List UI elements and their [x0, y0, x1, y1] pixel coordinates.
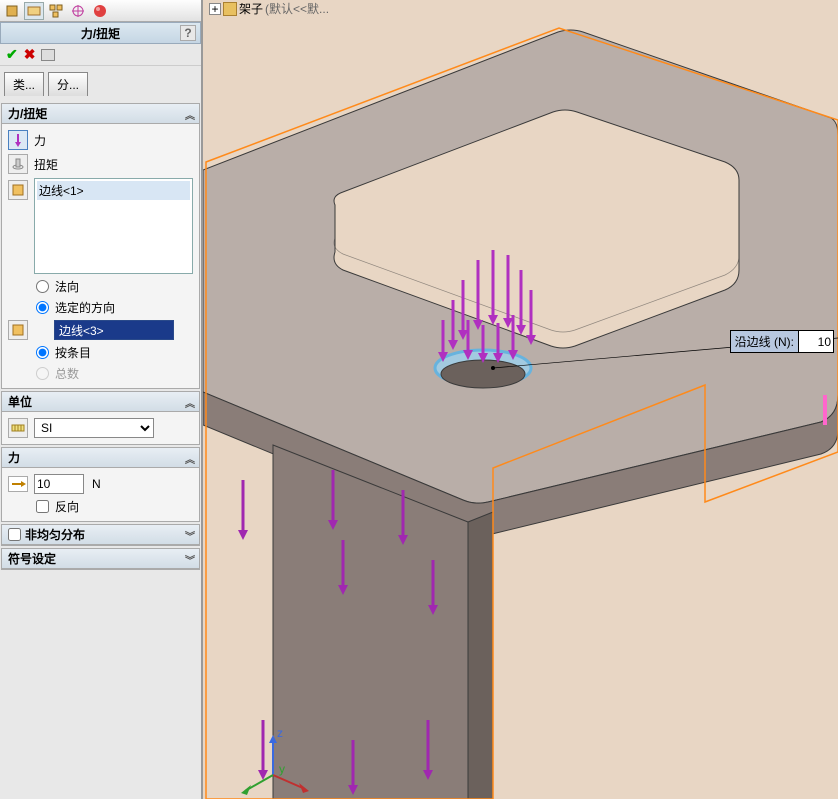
radio-selected-direction[interactable]: 选定的方向: [8, 297, 193, 318]
property-panel: 力/扭矩 ? ✔ ✖ 类... 分... 力/扭矩 ︽ 力: [0, 0, 203, 799]
radio-total[interactable]: 总数: [8, 363, 193, 384]
svg-text:z: z: [277, 726, 283, 740]
cancel-button[interactable]: ✖: [24, 46, 36, 63]
model-scene: zy: [203, 0, 838, 799]
radio-normal[interactable]: 法向: [8, 276, 193, 297]
nonuniform-enable-checkbox[interactable]: [8, 528, 21, 541]
unit-select[interactable]: SI: [34, 418, 154, 438]
section-nonuniform-header[interactable]: 非均匀分布 ︾: [2, 525, 199, 545]
force-callout[interactable]: 沿边线 (N):: [730, 330, 834, 353]
force-type-icon[interactable]: [8, 130, 28, 150]
collapse-icon: ︽: [185, 107, 195, 122]
torque-type-icon[interactable]: [8, 154, 28, 174]
graphics-viewport[interactable]: + 架子 (默认<<默... zy 沿边线 (N):: [203, 0, 838, 799]
force-value-input[interactable]: [34, 474, 84, 494]
expand-icon: ︾: [185, 552, 195, 567]
unit-icon: [8, 418, 28, 438]
panel-title: 力/扭矩: [81, 25, 120, 42]
collapse-icon: ︽: [185, 395, 195, 410]
section-symbol-header[interactable]: 符号设定 ︾: [2, 549, 199, 569]
direction-ref-field[interactable]: 边线<3>: [54, 320, 174, 340]
section-force-torque-header[interactable]: 力/扭矩 ︽: [2, 104, 199, 124]
force-unit-label: N: [92, 477, 101, 491]
force-magnitude-icon: [8, 476, 28, 492]
pushpin-icon[interactable]: [41, 49, 55, 61]
force-label: 力: [34, 132, 46, 149]
section-unit-header[interactable]: 单位 ︽: [2, 392, 199, 412]
section-force-header[interactable]: 力 ︽: [2, 448, 199, 468]
section-symbol: 符号设定 ︾: [1, 548, 200, 570]
command-row: ✔ ✖: [0, 44, 201, 66]
section-force-torque: 力/扭矩 ︽ 力 扭矩: [1, 103, 200, 389]
expand-icon: ︾: [185, 528, 195, 543]
torque-label: 扭矩: [34, 156, 58, 173]
svg-text:y: y: [279, 762, 285, 776]
selection-list[interactable]: 边线<1>: [34, 178, 193, 274]
section-force: 力 ︽ N 反向: [1, 447, 200, 522]
tab-surface-icon[interactable]: [24, 2, 44, 20]
reverse-checkbox[interactable]: 反向: [8, 496, 193, 517]
selection-item[interactable]: 边线<1>: [37, 181, 190, 200]
tab-origin-icon[interactable]: [68, 2, 88, 20]
panel-toolbar: [0, 0, 201, 22]
help-button[interactable]: ?: [180, 25, 196, 41]
tab-type[interactable]: 类...: [4, 72, 44, 96]
type-tabs: 类... 分...: [0, 66, 201, 96]
tab-tree-icon[interactable]: [46, 2, 66, 20]
callout-value-input[interactable]: [799, 334, 833, 350]
radio-per-item[interactable]: 按条目: [8, 342, 193, 363]
selection-target-icon[interactable]: [8, 180, 28, 200]
tab-feature-icon[interactable]: [2, 2, 22, 20]
ok-button[interactable]: ✔: [6, 46, 18, 63]
direction-ref-icon[interactable]: [8, 320, 28, 340]
collapse-icon: ︽: [185, 451, 195, 466]
section-unit: 单位 ︽ SI: [1, 391, 200, 445]
tab-appearance-icon[interactable]: [90, 2, 110, 20]
callout-label: 沿边线 (N):: [731, 331, 799, 352]
panel-title-bar: 力/扭矩 ?: [0, 22, 201, 44]
section-nonuniform: 非均匀分布 ︾: [1, 524, 200, 546]
tab-split[interactable]: 分...: [48, 72, 88, 96]
